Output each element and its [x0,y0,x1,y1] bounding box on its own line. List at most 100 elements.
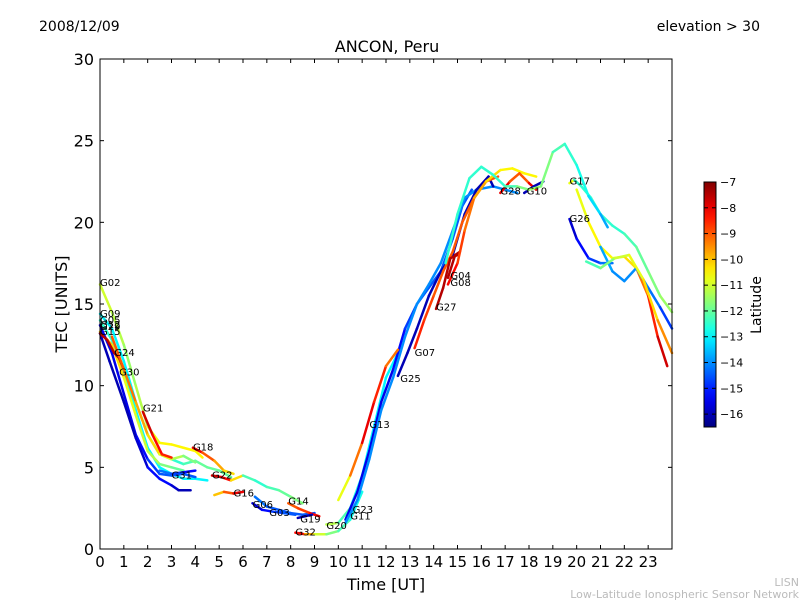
series-segment [427,261,443,286]
x-tick-label: 10 [329,553,348,571]
series-g13 [337,348,400,502]
series-segment [451,221,464,253]
series-segment [289,511,304,516]
x-tick-label: 14 [424,553,443,571]
y-tick-label: 15 [74,295,94,314]
series-segment [277,488,292,498]
series-segment [134,433,149,461]
series-segment [265,485,280,492]
series-segment [456,176,471,216]
series-g21 [141,410,173,459]
series-segment [511,167,526,175]
series-segment [134,436,149,469]
series-segment [406,327,419,355]
x-tick-label: 21 [591,553,610,571]
series-segment [613,253,631,260]
y-tick-label: 5 [84,458,94,477]
series-segment [325,521,340,526]
series-g18 [191,446,235,476]
series-segment [222,469,235,476]
elevation-label: elevation > 30 [657,19,760,35]
colorbar-tick-label: −7 [720,176,736,189]
series-segment [396,351,409,378]
series-segment [584,260,602,270]
series-segment [349,441,364,477]
series-segment [194,459,209,469]
colorbar-tick-label: −14 [720,357,743,370]
satellite-label: G19 [300,515,320,526]
series-segment [480,165,495,177]
series-segment [441,257,452,289]
series-segment [492,173,507,188]
series-segment [518,172,531,185]
series-segment [587,221,602,249]
series-segment [441,250,454,273]
colorbar: −7 −8 −9 −10 −11 −12 −13 −14 −15 −16 Latitude [703,176,765,428]
colorbar-tick-label: −12 [720,305,743,318]
y-tick-label: 10 [74,377,94,396]
series-segment [611,270,626,283]
satellite-label: G02 [100,278,120,289]
satellite-label: G23 [353,505,373,516]
series-segment [499,167,514,172]
series-segment [122,400,137,440]
x-tick-label: 18 [519,553,538,571]
series-g22 [210,474,304,505]
series-segment [623,266,638,283]
series-g23 [344,188,474,521]
series-segment [296,506,311,515]
satellite-label: G21 [143,404,163,415]
series-segment [439,229,454,265]
series-segment [146,433,161,456]
series-segment [508,172,521,183]
series-segment [294,531,307,536]
series-segment [422,294,435,322]
series-segment [160,453,173,459]
series-segment [265,505,280,512]
series-segment [463,196,476,232]
series-segment [98,283,114,314]
colorbar-tick-label: −8 [720,202,736,215]
y-axis: 0 5 10 15 20 25 30 [74,50,672,559]
satellite-label: G14 [288,497,308,508]
chart-title: ANCON, Peru [335,37,439,56]
series-g-evening-3 [584,253,674,355]
series-segment [468,165,483,180]
series-g08 [446,167,538,286]
series-segment [253,495,269,508]
series-segment [151,433,164,456]
satellite-label: G18 [193,443,213,454]
x-tick-label: 16 [472,553,491,571]
series-segment [379,368,395,404]
colorbar-tick-label: −9 [720,228,736,241]
colorbar-tick-label: −16 [720,408,743,421]
x-axis-label: Time [UT] [346,575,425,594]
series-segment [539,150,555,188]
series-segment [110,351,126,396]
series-segment [213,490,226,497]
series-segment [158,469,173,476]
series-segment [194,449,204,459]
colorbar-tick-label: −10 [720,253,743,266]
series-segment [463,188,478,216]
series-segment [253,479,269,489]
series-segment [344,490,359,521]
x-tick-label: 7 [262,553,272,571]
series-segment [277,508,292,515]
satellite-label: G30 [119,368,139,379]
series-segment [568,217,578,240]
series-segment [217,469,233,479]
date-label: 2008/12/09 [39,19,120,35]
x-tick-label: 22 [615,553,634,571]
series-segment [206,466,221,472]
series-segment [170,472,185,477]
series-segment [170,454,185,461]
series-segment [611,224,626,236]
series-segment [344,498,359,525]
satellite-label: G28 [500,186,520,197]
series-segment [372,364,388,404]
series-segment [337,474,352,502]
satellite-label: G11 [350,511,370,522]
series-segment [158,462,173,469]
series-segment [646,286,662,309]
